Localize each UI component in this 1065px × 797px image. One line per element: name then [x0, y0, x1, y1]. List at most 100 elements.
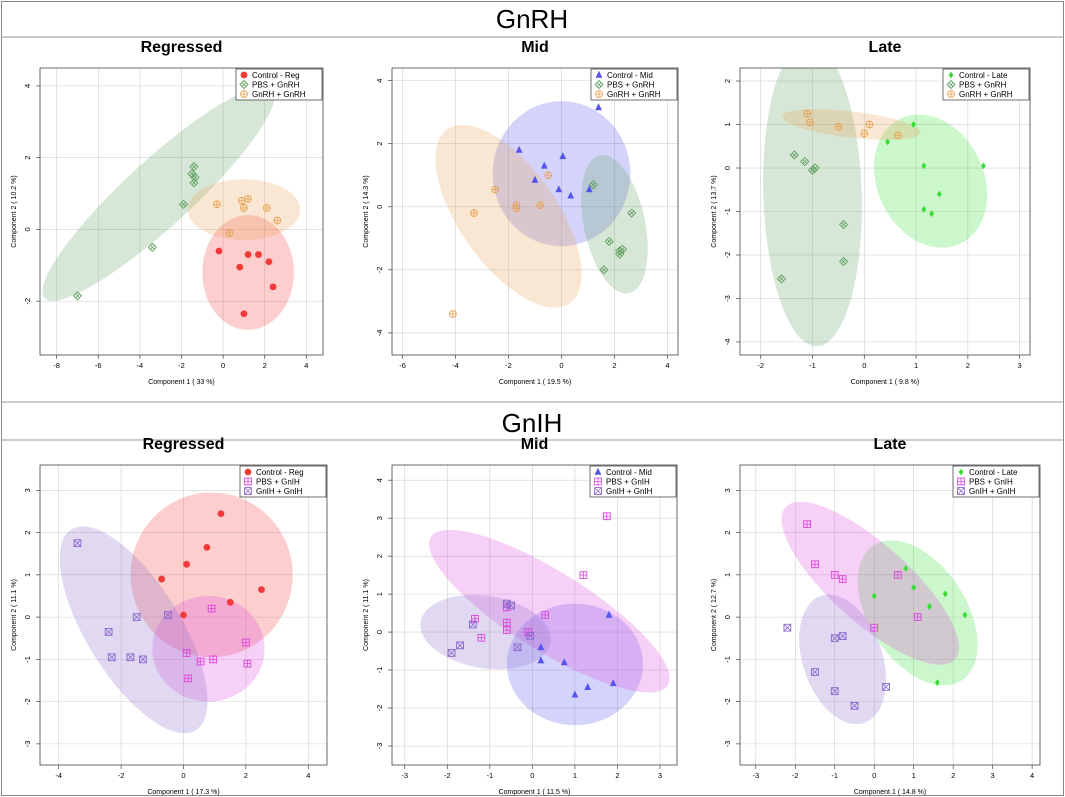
legend-label: GnIH + GnIH [969, 487, 1016, 496]
tick-label-y: 1 [23, 573, 32, 577]
legend-marker [595, 90, 603, 98]
data-point [803, 109, 812, 118]
chart-panel: Late -2 -1 0 1 2 3 -4 -3 -2 -1 0 1 2 Component 1 ( 9.8… [711, 39, 1031, 386]
data-point [921, 162, 927, 170]
confidence-ellipse [763, 68, 862, 347]
tick-label-x: 4 [304, 361, 308, 370]
tick-label-x: -4 [137, 361, 144, 370]
tick-label-y: 4 [375, 478, 384, 482]
data-point [936, 190, 942, 198]
plot-frame [391, 464, 678, 766]
data-point [885, 138, 890, 146]
tick-label-x: -1 [831, 771, 838, 780]
data-point [911, 121, 916, 128]
data-point [803, 520, 811, 529]
confidence-ellipse [59, 526, 208, 734]
data-point [255, 251, 262, 258]
tick-label-x: 0 [559, 361, 563, 370]
x-axis-label: Component 1 ( 14.8 %) [854, 789, 926, 796]
data-point [588, 180, 598, 190]
data-point [962, 611, 968, 619]
tick-label-y: -1 [23, 656, 32, 663]
tick-label-x: 1 [573, 771, 577, 780]
data-point [838, 219, 849, 230]
tick-label-y: -3 [723, 741, 732, 748]
data-point [830, 634, 839, 643]
data-point [871, 592, 877, 600]
legend-box [589, 465, 677, 498]
ellipse-layer [42, 86, 301, 330]
data-point [213, 200, 221, 209]
data-point [604, 236, 614, 247]
tick-label-y: 0 [375, 205, 384, 209]
legend-marker [594, 79, 604, 90]
data-point [913, 613, 922, 621]
legend-label: GnRH + GnRH [959, 90, 1013, 99]
data-point [262, 204, 271, 212]
tick-label-x: 0 [221, 361, 225, 370]
legend-label: PBS + GnRH [252, 80, 300, 89]
tick-label-x: 1 [912, 771, 916, 780]
data-point [456, 641, 464, 650]
data-point [838, 632, 847, 640]
tick-label-y: 3 [375, 516, 384, 520]
data-point [526, 632, 535, 640]
tick-label-y: -3 [723, 295, 732, 302]
tick-label-y: 0 [23, 615, 32, 619]
data-point [800, 156, 810, 167]
data-point [860, 129, 869, 138]
tick-label-y: -2 [23, 298, 32, 305]
data-point [783, 623, 792, 632]
panel-title: Late [874, 436, 907, 453]
data-point [544, 171, 553, 180]
tick-label-y: -1 [723, 208, 732, 215]
legend-label: PBS + GnIH [606, 477, 650, 486]
tick-label-x: 0 [862, 361, 866, 370]
data-point [627, 208, 637, 218]
data-point [207, 604, 216, 613]
x-axis-label: Component 1 ( 11.5 %) [499, 789, 571, 796]
tick-label-y: 1 [723, 122, 732, 126]
tick-label-y: 3 [723, 488, 732, 492]
tick-label-y: -1 [375, 667, 384, 674]
tick-label-y: -3 [23, 741, 32, 748]
ellipse-layer [763, 68, 988, 347]
legend-box [235, 68, 323, 101]
data-point [981, 162, 986, 170]
tick-label-y: -4 [723, 339, 732, 346]
tick-label-x: -2 [757, 361, 764, 370]
data-point [215, 247, 223, 255]
tick-label-x: -2 [505, 361, 512, 370]
plot-frame [391, 67, 679, 356]
tick-label-x: -2 [178, 361, 185, 370]
x-axis-label: Component 1 ( 33 %) [148, 379, 215, 386]
legend-marker [948, 71, 954, 79]
data-point [470, 209, 478, 217]
panel-title: Regressed [141, 39, 223, 56]
tick-label-x: 2 [263, 361, 267, 370]
data-point [540, 161, 548, 169]
data-point [209, 655, 217, 664]
tick-label-x: 2 [951, 771, 955, 780]
legend-label: Control - Late [959, 71, 1008, 80]
chart-panel: Mid -6 -4 -2 0 2 4 -4 -2 0 2 4 Component 1 ( 19.5 %)… [363, 39, 679, 386]
tick-label-x: -3 [401, 771, 408, 780]
confidence-ellipse [873, 114, 988, 248]
tick-label-x: -1 [486, 771, 493, 780]
data-point [468, 620, 477, 629]
data-point [541, 611, 549, 619]
y-axis-label: Component 2 ( 14.3 %) [363, 175, 370, 247]
data-point [850, 701, 859, 710]
legend-label: PBS + GnIH [969, 477, 1013, 486]
data-point [507, 601, 515, 610]
confidence-ellipse [857, 540, 978, 686]
data-point [555, 185, 563, 193]
legend-box [239, 465, 327, 498]
tick-label-y: -2 [23, 698, 32, 705]
chart-panel: Regressed -4 -2 0 2 4 -3 -2 -1 0 1 2 3 Component 1 ( … [11, 436, 328, 796]
data-point [240, 204, 248, 212]
data-point [810, 163, 820, 173]
